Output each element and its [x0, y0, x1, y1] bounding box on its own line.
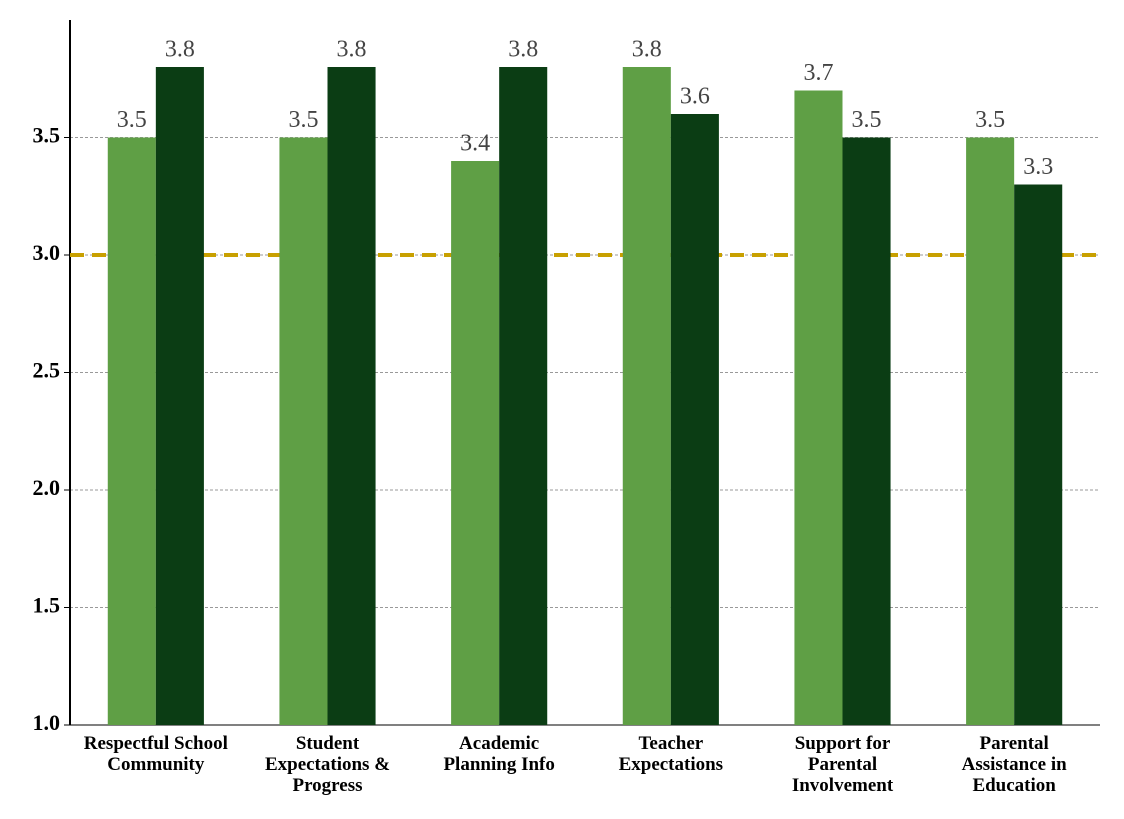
value-label: 3.3: [1023, 154, 1053, 180]
bar: [279, 138, 327, 726]
bar: [966, 138, 1014, 726]
value-label: 3.8: [508, 37, 538, 63]
x-tick-label: Parental Assistance in Education: [939, 733, 1089, 796]
value-label: 3.5: [975, 107, 1005, 133]
page: {"chart_data": {"type": "bar", "categori…: [0, 0, 1124, 819]
bar: [1014, 185, 1062, 726]
y-tick-label: 2.0: [33, 475, 61, 500]
value-label: 3.7: [803, 60, 833, 86]
value-label: 3.4: [460, 131, 490, 157]
value-label: 3.8: [165, 37, 195, 63]
bar: [499, 67, 547, 725]
y-tick-label: 3.5: [33, 123, 61, 148]
chart: 1.0 1.5 2.0 2.5 3.0 3.5 3.5 3.8 3.5 3.8 3.4 3.8 3.8 3…: [0, 0, 1124, 819]
value-label: 3.5: [117, 107, 147, 133]
bar: [451, 161, 499, 725]
bar: [843, 138, 891, 726]
x-tick-label: Support for Parental Involvement: [768, 733, 918, 796]
bar: [671, 114, 719, 725]
x-tick-label: Respectful School Community: [81, 733, 231, 775]
x-tick-label: Teacher Expectations: [596, 733, 746, 775]
y-tick-label: 3.0: [33, 240, 61, 265]
bar: [623, 67, 671, 725]
bar: [156, 67, 204, 725]
value-label: 3.5: [288, 107, 318, 133]
value-label: 3.8: [632, 37, 662, 63]
bar: [794, 91, 842, 726]
x-tick-label: Academic Planning Info: [424, 733, 574, 775]
y-tick-label: 1.0: [33, 710, 61, 735]
x-tick-label: Student Expectations & Progress: [253, 733, 403, 796]
y-tick-label: 1.5: [33, 593, 61, 618]
bar: [328, 67, 376, 725]
y-tick-label: 2.5: [33, 358, 61, 383]
bar: [108, 138, 156, 726]
value-label: 3.8: [337, 37, 367, 63]
value-label: 3.6: [680, 84, 710, 110]
value-label: 3.5: [852, 107, 882, 133]
